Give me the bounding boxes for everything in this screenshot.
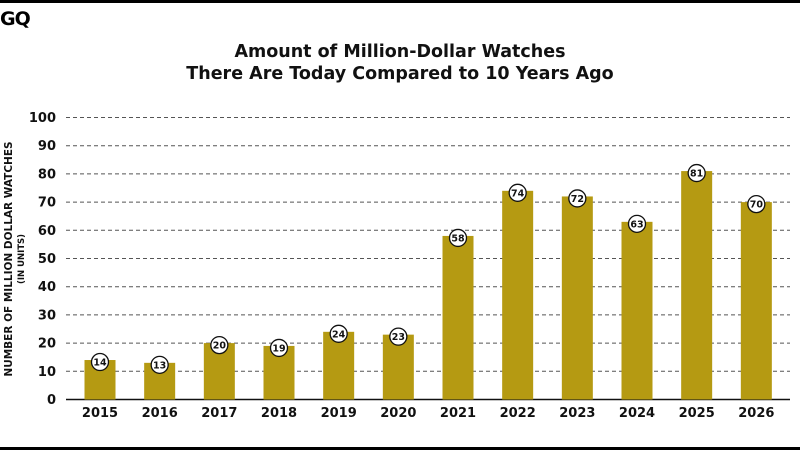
- x-tick-label: 2018: [261, 406, 297, 421]
- data-label-bubble: [90, 352, 110, 372]
- y-tick-label: 20: [38, 337, 56, 352]
- bar-chart: 0 10 20 30 40 50 60 70 80 90 100 NUMBER OF MILLION …: [3, 111, 790, 421]
- y-tick-label: 90: [38, 139, 56, 154]
- data-label: 20: [213, 341, 227, 352]
- bar: [740, 202, 772, 400]
- data-label: 13: [153, 360, 166, 371]
- data-label: 14: [93, 358, 107, 369]
- data-label-bubble: [747, 194, 766, 214]
- x-tick-label: 2021: [440, 406, 476, 421]
- bar: [323, 331, 355, 400]
- x-tick-label: 2020: [380, 406, 416, 421]
- y-tick-label: 80: [38, 167, 56, 182]
- data-label: 63: [630, 219, 643, 230]
- y-tick-label: 70: [38, 196, 56, 211]
- data-label: 74: [511, 188, 525, 199]
- bar: [561, 196, 593, 400]
- data-label-bubble: [150, 355, 169, 374]
- x-tick-label: 2019: [321, 406, 357, 421]
- data-label: 19: [272, 343, 285, 354]
- y-tick-label: 40: [38, 280, 56, 295]
- y-tick-label: 0: [47, 393, 56, 408]
- data-label: 81: [690, 169, 703, 180]
- y-tick-label: 60: [38, 224, 56, 239]
- bar: [442, 235, 474, 400]
- data-label-bubble: [687, 163, 706, 183]
- data-label-bubble: [269, 338, 289, 358]
- data-label-bubble: [448, 228, 468, 248]
- chart-title-line-1: Amount of Million-Dollar Watches: [234, 42, 566, 62]
- y-axis-subtitle: (IN UNITS): [17, 234, 27, 284]
- data-label-bubble: [627, 214, 647, 233]
- data-label-bubble: [329, 324, 348, 343]
- x-tick-label: 2025: [679, 406, 715, 421]
- bar: [681, 171, 713, 400]
- y-tick-label: 10: [38, 365, 56, 380]
- data-label-bubble: [568, 189, 587, 208]
- y-tick-label: 30: [38, 308, 56, 323]
- y-tick-label: 50: [38, 252, 56, 267]
- x-tick-label: 2016: [142, 406, 178, 421]
- x-tick-label: 2026: [738, 406, 774, 421]
- bar: [502, 190, 534, 400]
- chart-canvas: GQ Amount of Million-Dollar Watches Ther…: [0, 3, 800, 447]
- gq-logo: GQ: [0, 8, 31, 30]
- data-label: 72: [571, 194, 584, 205]
- data-label: 58: [451, 233, 465, 244]
- x-tick-label: 2022: [500, 406, 536, 421]
- data-label-bubble: [508, 183, 527, 202]
- x-tick-label: 2023: [559, 406, 595, 421]
- x-tick-label: 2015: [82, 406, 118, 421]
- data-label-bubble: [389, 327, 408, 346]
- data-label: 24: [332, 329, 346, 340]
- x-tick-label: 2017: [201, 406, 237, 421]
- chart-title: Amount of Million-Dollar Watches There A…: [0, 41, 800, 85]
- data-label: 70: [750, 200, 764, 211]
- x-tick-label: 2024: [619, 406, 655, 421]
- y-tick-label: 100: [29, 111, 56, 126]
- data-label: 23: [392, 332, 405, 343]
- chart-title-line-2: There Are Today Compared to 10 Years Ago: [186, 64, 614, 84]
- data-label-bubble: [210, 335, 229, 355]
- bar: [621, 221, 653, 400]
- y-axis-title: NUMBER OF MILLION DOLLAR WATCHES: [3, 141, 15, 376]
